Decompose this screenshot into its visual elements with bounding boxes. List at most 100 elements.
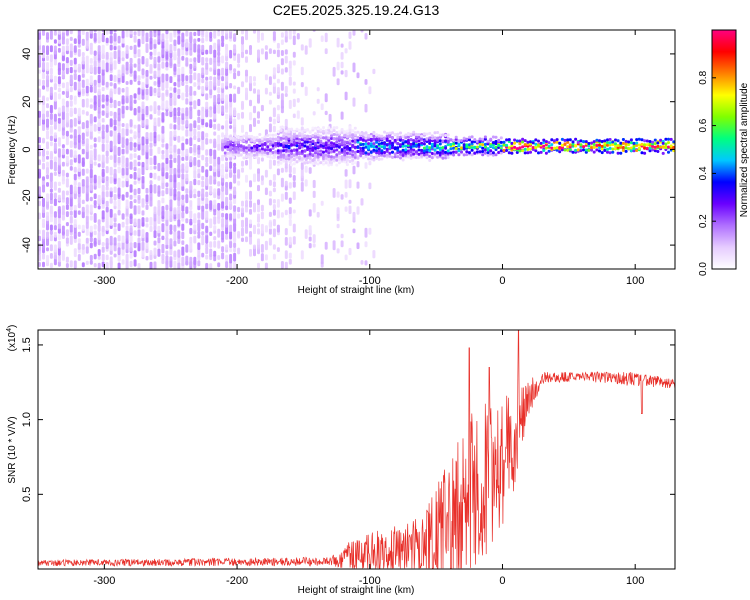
- spectrogram-cell: [280, 261, 284, 269]
- spectrogram-cell: [153, 230, 157, 239]
- spectrogram-cell: [93, 32, 97, 42]
- spectrogram-cell: [193, 38, 197, 44]
- spectrogram-cell: [189, 31, 193, 41]
- spectrogram-cell: [109, 30, 113, 35]
- spectrogram-cell: [49, 141, 53, 147]
- spectrogram-signal-cell: [552, 139, 556, 143]
- spectrogram-signal-cell: [324, 153, 328, 157]
- spectrogram-signal-cell: [414, 135, 418, 139]
- spectrogram-cell: [157, 162, 161, 172]
- spectrogram-cell: [165, 39, 169, 50]
- spectrogram-cell: [264, 87, 268, 95]
- spectrogram-cell: [161, 112, 165, 123]
- spectrogram-cell: [53, 231, 57, 238]
- spectrogram-signal-cell: [311, 126, 315, 130]
- spectrogram-cell: [53, 225, 57, 231]
- spectrogram-signal-cell: [316, 152, 320, 156]
- spectrogram-signal-cell: [245, 137, 248, 141]
- spectrogram-cell: [42, 85, 45, 90]
- spectrogram-signal-cell: [369, 137, 373, 141]
- spectrogram-cell: [42, 79, 45, 86]
- spectrogram-cell: [356, 181, 360, 189]
- y-tick-label: 20: [21, 96, 33, 108]
- spectrogram-signal-cell: [393, 155, 397, 159]
- spectrogram-cell: [213, 250, 217, 257]
- spectrogram-cell: [81, 179, 85, 187]
- spectrogram-signal-cell: [223, 134, 227, 138]
- spectrogram-cell: [173, 87, 177, 93]
- spectrogram-signal-cell: [396, 142, 400, 145]
- spectrogram-cell: [233, 205, 237, 212]
- spectrogram-cell: [153, 155, 157, 166]
- spectrogram-cell: [344, 191, 348, 198]
- spectrogram-signal-cell: [303, 128, 307, 132]
- spectrogram-cell: [141, 82, 145, 90]
- spectrogram-cell: [73, 173, 77, 181]
- spectrogram-signal-cell: [245, 146, 248, 150]
- spectrogram-cell: [190, 30, 192, 31]
- spectrogram-cell: [177, 163, 181, 173]
- spectrogram-cell: [57, 261, 61, 267]
- spectrogram-cell: [42, 30, 45, 36]
- spectrogram-cell: [46, 130, 49, 140]
- spectrogram-cell: [197, 159, 201, 168]
- spectrogram-signal-cell: [629, 146, 633, 150]
- spectrogram-cell: [105, 30, 109, 35]
- spectrogram-signal-cell: [396, 135, 400, 139]
- spectrogram-cell: [205, 243, 209, 248]
- spectrogram-signal-cell: [276, 135, 280, 139]
- spectrogram-signal-cell: [475, 145, 479, 149]
- spectrogram-cell: [249, 45, 252, 50]
- spectrogram-signal-cell: [417, 133, 421, 137]
- spectrogram-signal-cell: [571, 150, 575, 154]
- spectrogram-cell: [340, 233, 344, 239]
- spectrogram-cell: [77, 48, 81, 57]
- spectrogram-signal-cell: [436, 150, 440, 154]
- spectrogram-cell: [81, 109, 85, 115]
- spectrogram-signal-cell: [388, 154, 392, 158]
- spectrogram-cell: [320, 35, 324, 42]
- spectrogram-cell: [197, 180, 201, 186]
- spectrogram-cell: [169, 57, 173, 67]
- spectrogram-cell: [129, 63, 133, 69]
- spectrogram-signal-cell: [391, 131, 394, 135]
- spectrogram-cell: [165, 172, 169, 180]
- spectrogram-signal-cell: [446, 137, 450, 141]
- spectrogram-cell: [65, 229, 69, 237]
- spectrogram-cell: [249, 162, 252, 170]
- spectrogram-signal-cell: [340, 157, 344, 161]
- spectrogram-cell: [81, 88, 85, 95]
- y-tick-label: -40: [21, 237, 33, 253]
- spectrogram-signal-cell: [367, 134, 371, 137]
- spectrogram-cell: [221, 41, 225, 47]
- spectrogram-signal-cell: [361, 132, 365, 136]
- spectrogram-signal-cell: [632, 147, 636, 151]
- spectrogram-signal-cell: [529, 150, 532, 154]
- spectrogram-signal-cell: [327, 143, 331, 147]
- spectrogram-cell: [129, 72, 133, 77]
- spectrogram-cell: [268, 198, 272, 206]
- spectrogram-cell: [209, 76, 213, 81]
- spectrogram-signal-cell: [470, 135, 474, 139]
- spectrogram-signal-cell: [579, 139, 583, 143]
- spectrogram-cell: [69, 235, 73, 245]
- spectrogram-cell: [57, 194, 61, 202]
- spectrogram-cell: [245, 30, 248, 41]
- spectrogram-cell: [157, 206, 161, 216]
- spectrogram-cell: [181, 211, 185, 219]
- spectrogram-cell: [57, 246, 61, 256]
- spectrogram-cell: [57, 163, 61, 173]
- spectrogram-cell: [280, 99, 284, 109]
- spectrogram-cell: [217, 143, 221, 151]
- spectrogram-signal-cell: [420, 141, 424, 145]
- spectrogram-signal-cell: [263, 153, 267, 157]
- spectrogram-cell: [197, 260, 201, 267]
- spectrogram-cell: [364, 227, 368, 238]
- spectrogram-cell: [38, 168, 41, 178]
- spectrogram-signal-cell: [399, 131, 402, 135]
- spectrogram-signal-cell: [319, 161, 323, 165]
- spectrogram-cell: [129, 119, 133, 127]
- spectrogram-cell: [260, 104, 264, 112]
- spectrogram-cell: [53, 83, 57, 91]
- snr-ylabel: SNR (10 * V/V): [7, 416, 18, 483]
